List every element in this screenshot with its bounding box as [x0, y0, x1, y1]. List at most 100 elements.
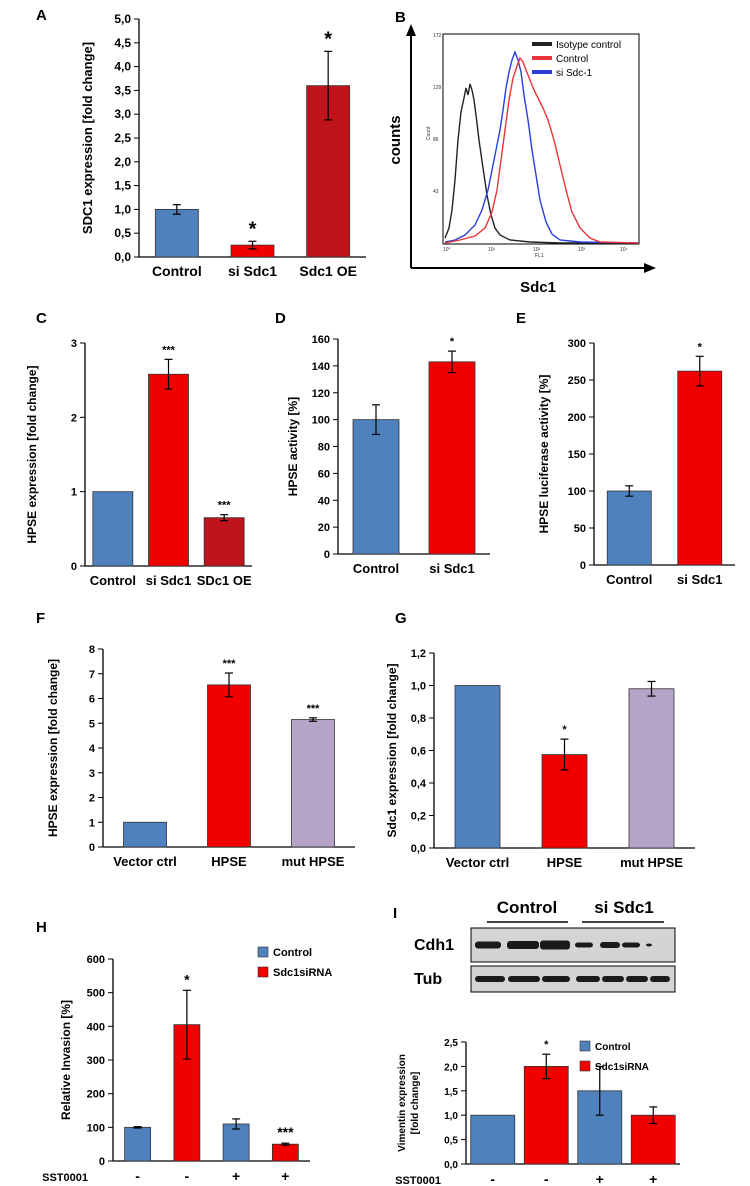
flow-legend-swatch-isotype [532, 42, 552, 46]
flow-legend-swatch-si-sdc1 [532, 70, 552, 74]
panel-label-g: G [395, 610, 407, 627]
flow-y-arrow-icon [406, 24, 416, 36]
y-tick-label: 50 [574, 523, 586, 535]
western-band-cdh1 [540, 940, 570, 950]
legend-swatch [579, 1060, 591, 1072]
flow-curve-si-sdc1 [444, 50, 639, 244]
significance-label: * [324, 28, 332, 50]
y-tick-label: 300 [87, 1055, 105, 1067]
y-tick-label: 1,2 [411, 648, 426, 660]
x-tick-label: Control [606, 572, 652, 587]
flow-tick-x: 10² [533, 247, 541, 253]
y-tick-label: 300 [568, 338, 586, 350]
flow-curve-isotype [444, 83, 638, 244]
treatment-sign: - [544, 1171, 549, 1186]
flow-tick-x: 10³ [578, 247, 586, 253]
y-tick-label: 0 [324, 549, 330, 561]
x-tick-label: mut HPSE [282, 854, 345, 869]
bar [207, 684, 251, 848]
flow-y-label: counts [387, 115, 404, 164]
flow-cytometry-panel: counts Sdc1 172 129 86 43 10⁰ 10¹ 10² 10… [387, 24, 656, 296]
western-band-cdh1 [622, 942, 640, 948]
y-tick-label: 600 [87, 954, 105, 966]
western-band-cdh1 [600, 942, 620, 948]
flow-x-arrow-icon [644, 263, 656, 273]
legend-label: Sdc1siRNA [595, 1062, 649, 1073]
panel-label-i: I [393, 905, 397, 922]
panel-label-h: H [36, 919, 47, 936]
significance-label: * [450, 336, 455, 348]
y-tick-label: 0,0 [444, 1160, 458, 1171]
treatment-sign: + [281, 1168, 289, 1184]
panel-label-d: D [275, 310, 286, 327]
treatment-sign: + [232, 1168, 240, 1184]
y-tick-label: 200 [568, 412, 586, 424]
y-axis-label: [fold change] [410, 1072, 421, 1135]
flow-tick-x: 10¹ [488, 247, 496, 253]
bar [154, 208, 199, 258]
y-axis-label: HPSE luciferase activity [%] [537, 375, 551, 534]
flow-legend-control: Control [556, 54, 588, 65]
x-tick-label: SDc1 OE [197, 573, 252, 588]
western-band-tub [576, 976, 600, 982]
chart-e: 0 50 100 150 200 250 300 HPSE luciferase activi… [537, 338, 735, 587]
y-tick-label: 0,0 [114, 250, 131, 264]
y-tick-label: 0,5 [444, 1136, 458, 1147]
y-tick-label: 80 [318, 442, 330, 454]
x-tick-label: Control [90, 573, 136, 588]
y-tick-label: 160 [312, 334, 330, 346]
y-tick-label: 8 [89, 644, 95, 656]
bar [523, 1066, 569, 1165]
treatment-label: SST0001 [395, 1175, 441, 1186]
bar [148, 373, 189, 567]
significance-label: *** [223, 658, 237, 670]
y-axis-label: HPSE expression [fold change] [46, 659, 60, 837]
y-tick-label: 3,5 [114, 83, 131, 97]
bar [470, 1114, 516, 1165]
y-tick-label: 120 [312, 388, 330, 400]
x-tick-label: Control [353, 561, 399, 576]
western-group-control: Control [497, 898, 557, 917]
y-tick-label: 1,5 [444, 1087, 458, 1098]
chart-d: 0 20 40 60 80 100 120 140 160 HPSE activity [%] Co… [286, 334, 490, 576]
western-band-cdh1 [646, 943, 652, 947]
western-blot: Control si Sdc1 Cdh1 Tub [414, 898, 676, 993]
flow-plot-frame [442, 33, 640, 245]
chart-c: 0 1 2 3 HPSE expression [fold change] Control… [25, 338, 252, 588]
y-tick-label: 150 [568, 449, 586, 461]
bar [92, 491, 134, 567]
legend-swatch [579, 1040, 591, 1052]
y-tick-label: 0 [89, 842, 95, 854]
y-tick-label: 100 [87, 1122, 105, 1134]
flow-count-label: Count [426, 126, 432, 140]
significance-label: * [184, 971, 190, 987]
western-band-tub [602, 976, 624, 982]
western-band-cdh1 [475, 941, 501, 949]
panel-label-b: B [395, 9, 406, 26]
flow-tick-y: 43 [433, 189, 439, 195]
x-tick-label: Sdc1 OE [299, 263, 357, 279]
x-tick-label: si Sdc1 [228, 263, 277, 279]
x-tick-label: HPSE [211, 854, 247, 869]
significance-label: * [544, 1039, 549, 1051]
bar [271, 1143, 299, 1162]
chart-i: 0,0 0,5 1,0 1,5 2,0 2,5 Vimentin expression [fo… [395, 1038, 680, 1186]
treatment-sign: - [185, 1168, 190, 1184]
bar [291, 719, 335, 848]
y-tick-label: 100 [312, 415, 330, 427]
y-tick-label: 100 [568, 486, 586, 498]
treatment-sign: - [135, 1168, 140, 1184]
y-tick-label: 60 [318, 468, 330, 480]
y-tick-label: 400 [87, 1021, 105, 1033]
y-tick-label: 0 [99, 1156, 105, 1168]
y-tick-label: 0,2 [411, 811, 426, 823]
y-tick-label: 0,6 [411, 746, 426, 758]
flow-curve-control [444, 56, 639, 244]
flow-tick-y: 172 [433, 33, 442, 39]
y-axis-label: HPSE expression [fold change] [25, 365, 39, 543]
y-tick-label: 2,5 [114, 131, 131, 145]
y-tick-label: 4,5 [114, 36, 131, 50]
y-tick-label: 6 [89, 694, 95, 706]
chart-a: 0,0 0,5 1,0 1,5 2,0 2,5 3,0 3,5 4,0 4,5 5,0 SDC1 ex… [80, 12, 366, 279]
western-row-tub: Tub [414, 971, 442, 988]
